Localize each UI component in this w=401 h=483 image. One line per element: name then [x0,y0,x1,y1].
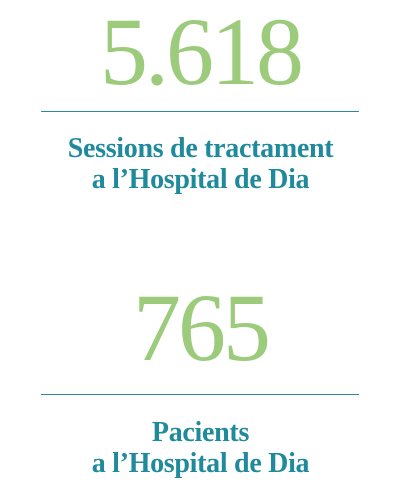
label-line: a l’Hospital de Dia [91,164,310,195]
stat-number: 765 [133,274,271,381]
stat-label: Sessions de tractament a l’Hospital de D… [0,133,401,195]
stat-number: 5.618 [100,0,304,105]
stat-label: Pacients a l’Hospital de Dia [0,417,401,479]
label-line: a l’Hospital de Dia [91,448,310,479]
label-line: Pacients [151,417,250,448]
label-line: Sessions de tractament [67,133,334,164]
divider [41,111,359,112]
divider [41,394,359,395]
